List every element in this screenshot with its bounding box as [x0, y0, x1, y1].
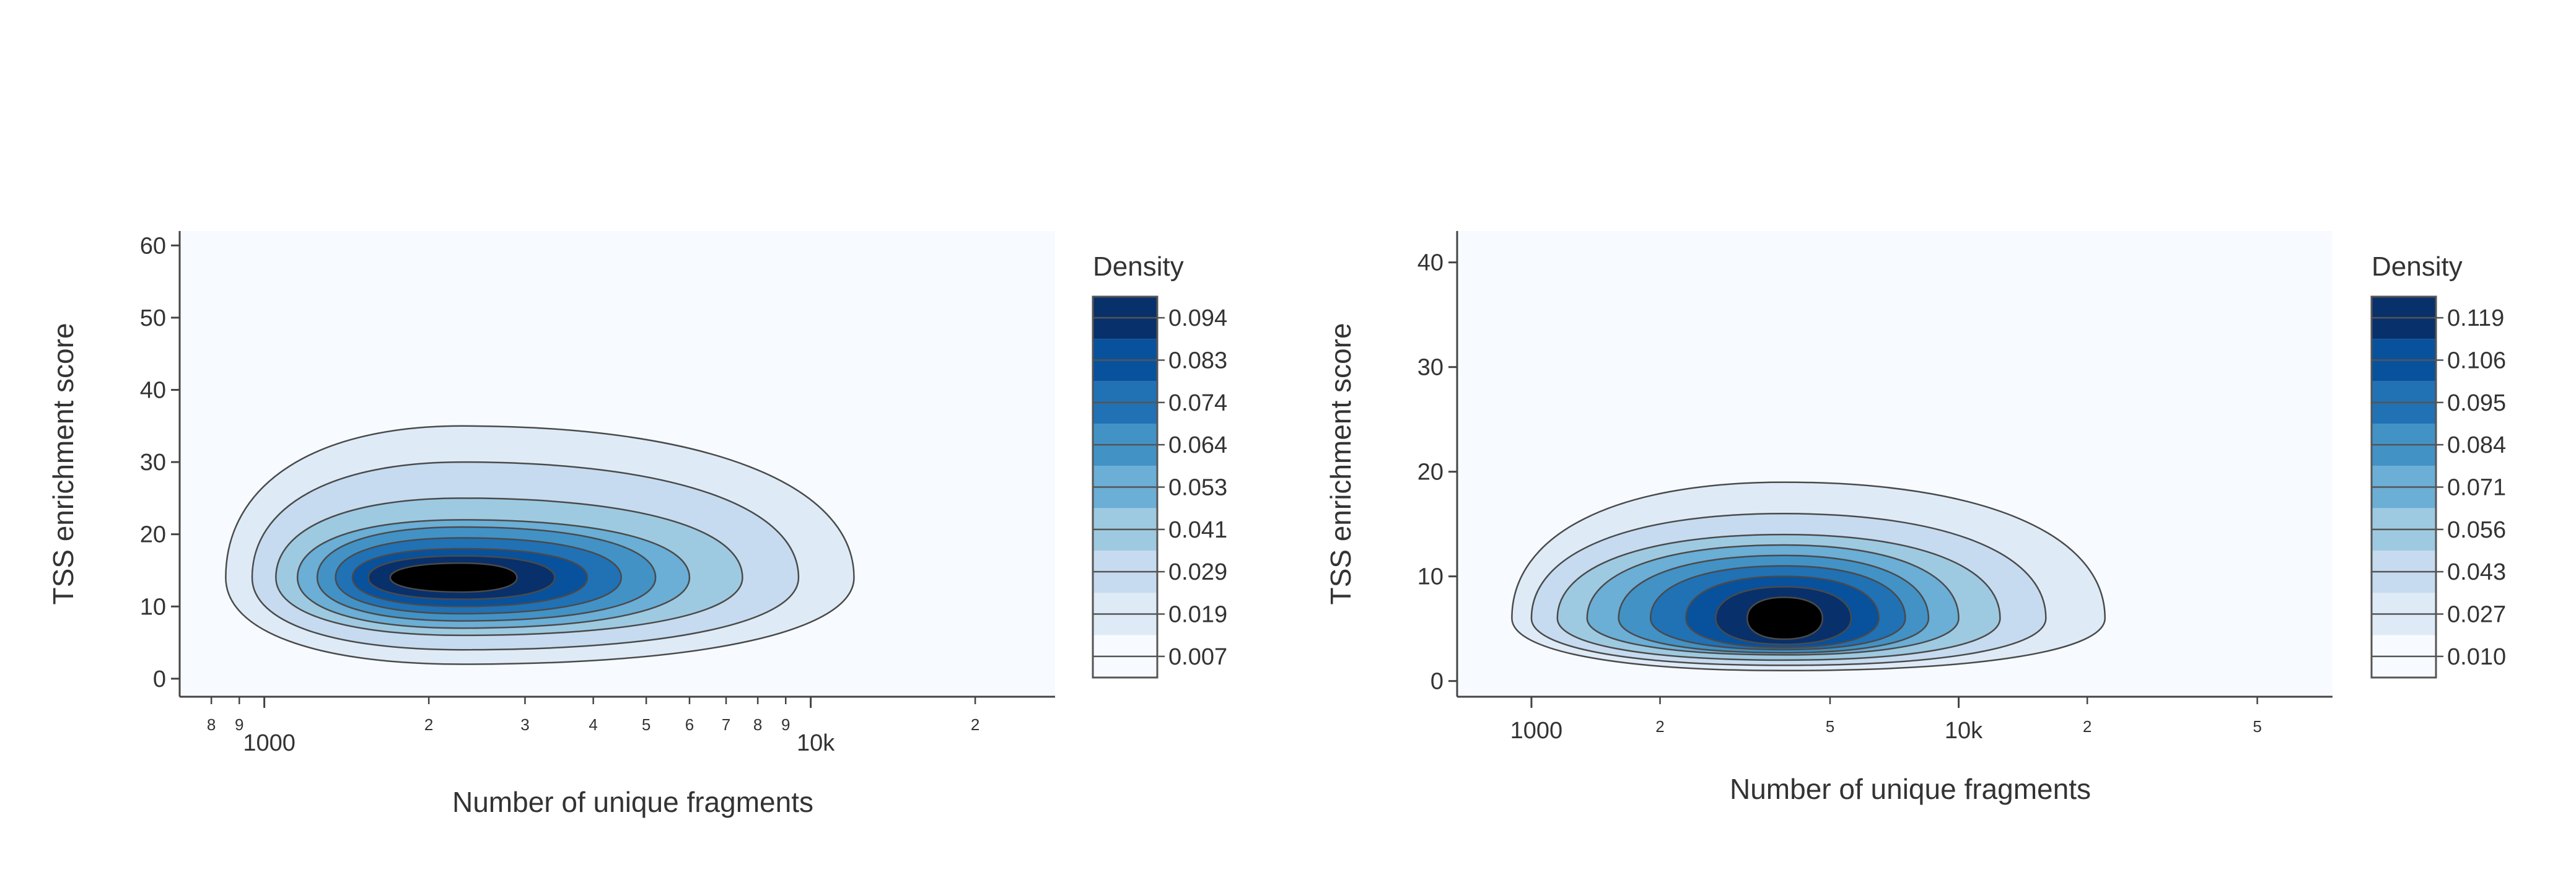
colorbar-tick-label: 0.041: [1168, 517, 1227, 543]
y-tick-label: 20: [1417, 460, 1444, 486]
colorbar-tick-label: 0.083: [1168, 348, 1227, 374]
contour-level-0.119: [1746, 596, 1823, 640]
y-tick-label: 20: [140, 522, 166, 548]
x-minor-tick-label: 9: [235, 715, 243, 734]
colorbar-tick-label: 0.019: [1168, 602, 1227, 628]
colorbar: Density 0.094 0.083 0.074 0.064 0.053 0.041 0.0…: [1092, 251, 1227, 679]
colorbar-tick-label: 0.106: [2447, 348, 2506, 374]
colorbar-tick-label: 0.119: [2447, 305, 2504, 331]
x-minor-tick-label: 9: [781, 715, 790, 734]
x-minor-tick-label: 8: [753, 715, 762, 734]
colorbar-tick-label: 0.053: [1168, 475, 1227, 501]
y-tick-label: 0: [153, 666, 166, 692]
x-minor-tick-label: 2: [971, 715, 979, 734]
x-minor-tick-label: 5: [2253, 717, 2261, 736]
y-tick-label: 10: [1417, 564, 1444, 590]
y-tick-label: 50: [140, 305, 166, 331]
y-tick-label: 40: [1417, 250, 1444, 276]
y-axis-title: TSS enrichment score: [47, 323, 79, 604]
colorbar-tick-label: 0.071: [2447, 475, 2506, 501]
x-minor-tick-label: 8: [207, 715, 216, 734]
contour-level-0.094: [389, 562, 518, 593]
colorbar-tick-label: 0.074: [1168, 390, 1227, 416]
x-minor-tick-label: 2: [1655, 717, 1664, 736]
contour-layer: [225, 425, 855, 665]
x-minor-tick-label: 7: [722, 715, 730, 734]
x-major-tick-label: 10k: [797, 730, 835, 756]
x-minor-tick-label: 4: [589, 715, 597, 734]
y-tick-label: 30: [140, 450, 166, 476]
colorbar-tick-label: 0.007: [1168, 644, 1227, 670]
colorbar-tick-label: 0.095: [2447, 390, 2506, 416]
colorbar-tick-label: 0.043: [2447, 559, 2506, 585]
colorbar-tick-label: 0.094: [1168, 305, 1227, 331]
y-tick-label: 40: [140, 377, 166, 403]
colorbar: Density 0.119 0.106 0.095 0.084 0.071 0.056 0.0…: [2370, 251, 2506, 679]
colorbar-tick-label: 0.064: [1168, 432, 1227, 458]
colorbar-tick-label: 0.084: [2447, 432, 2506, 458]
colorbar-tick-label: 0.056: [2447, 517, 2506, 543]
colorbar-tick-label: 0.029: [1168, 559, 1227, 585]
x-minor-tick-label: 6: [685, 715, 694, 734]
x-minor-tick-label: 2: [424, 715, 433, 734]
x-major-tick-label: 10k: [1945, 718, 1983, 744]
colorbar-tick-label: 0.010: [2447, 644, 2506, 670]
x-major-tick-label: 1000: [1510, 718, 1563, 744]
colorbar-title: Density: [2372, 251, 2463, 282]
x-axis-title: Number of unique fragments: [452, 786, 813, 818]
x-axis-title: Number of unique fragments: [1730, 773, 2091, 805]
y-tick-label: 10: [140, 594, 166, 620]
y-tick-label: 30: [1417, 355, 1444, 381]
y-tick-label: 60: [140, 233, 166, 259]
chart-panel-2: 0 10 20 30 40 2 5 2 5 1000 10k Number of unique fra…: [1325, 231, 2506, 805]
y-tick-label: 0: [1430, 669, 1444, 695]
colorbar-tick-label: 0.027: [2447, 602, 2506, 628]
x-minor-tick-label: 3: [520, 715, 529, 734]
x-minor-tick-label: 5: [642, 715, 651, 734]
colorbar-title: Density: [1093, 251, 1184, 282]
x-minor-tick-label: 5: [1826, 717, 1834, 736]
y-axis-title: TSS enrichment score: [1325, 323, 1357, 604]
contour-layer: [1511, 481, 2106, 672]
x-minor-tick-label: 2: [2083, 717, 2092, 736]
x-major-tick-label: 1000: [243, 730, 296, 756]
